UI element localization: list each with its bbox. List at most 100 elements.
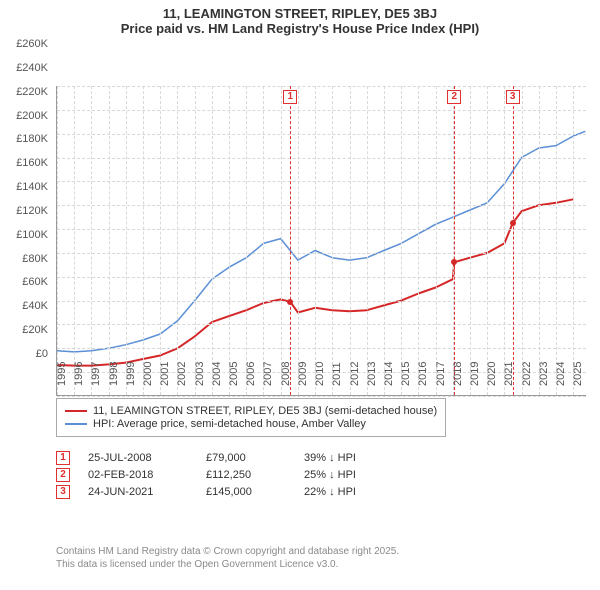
gridline-h — [57, 181, 586, 182]
gridline-h — [57, 396, 586, 397]
events-table: 1 25-JUL-2008 £79,000 39% ↓ HPI 2 02-FEB-2018… — [56, 448, 404, 502]
event-line — [454, 86, 455, 395]
event-delta: 22% ↓ HPI — [304, 486, 404, 498]
event-date: 24-JUN-2021 — [88, 486, 188, 498]
x-tick-label: 2007 — [262, 362, 274, 386]
legend-label-property: 11, LEAMINGTON STREET, RIPLEY, DE5 3BJ (… — [93, 405, 437, 417]
x-tick-label: 2020 — [486, 362, 498, 386]
y-tick-label: £100K — [16, 229, 48, 241]
gridline-v — [91, 86, 92, 395]
gridline-h — [57, 158, 586, 159]
gridline-v — [229, 86, 230, 395]
gridline-v — [109, 86, 110, 395]
gridline-v — [143, 86, 144, 395]
event-price: £79,000 — [206, 452, 286, 464]
x-tick-label: 2021 — [503, 362, 515, 386]
gridline-v — [195, 86, 196, 395]
event-line — [290, 86, 291, 395]
event-num: 1 — [56, 451, 70, 465]
gridline-v — [556, 86, 557, 395]
event-marker: 1 — [283, 90, 297, 104]
y-tick-label: £160K — [16, 157, 48, 169]
y-tick-label: £200K — [16, 110, 48, 122]
x-tick-label: 2006 — [245, 362, 257, 386]
gridline-v — [74, 86, 75, 395]
footer-line2: This data is licensed under the Open Gov… — [56, 558, 399, 571]
x-tick-label: 2009 — [297, 362, 309, 386]
y-tick-label: £220K — [16, 86, 48, 98]
x-tick-label: 2016 — [417, 362, 429, 386]
gridline-v — [281, 86, 282, 395]
x-tick-label: 1998 — [108, 362, 120, 386]
y-tick-label: £260K — [16, 38, 48, 50]
event-price: £112,250 — [206, 469, 286, 481]
gridline-v — [401, 86, 402, 395]
event-delta: 39% ↓ HPI — [304, 452, 404, 464]
chart-title-line2: Price paid vs. HM Land Registry's House … — [0, 21, 600, 36]
x-tick-label: 2022 — [521, 362, 533, 386]
gridline-h — [57, 110, 586, 111]
x-tick-label: 1997 — [90, 362, 102, 386]
gridline-v — [332, 86, 333, 395]
gridline-v — [487, 86, 488, 395]
gridline-v — [522, 86, 523, 395]
legend-row-property: 11, LEAMINGTON STREET, RIPLEY, DE5 3BJ (… — [65, 405, 437, 417]
gridline-h — [57, 324, 586, 325]
event-marker: 2 — [447, 90, 461, 104]
gridline-h — [57, 348, 586, 349]
x-tick-label: 2000 — [142, 362, 154, 386]
event-num: 2 — [56, 468, 70, 482]
x-tick-label: 2017 — [435, 362, 447, 386]
x-tick-label: 2010 — [314, 362, 326, 386]
x-tick-label: 1995 — [56, 362, 68, 386]
x-tick-label: 2015 — [400, 362, 412, 386]
gridline-v — [539, 86, 540, 395]
x-tick-label: 2011 — [331, 362, 343, 386]
event-num: 3 — [56, 485, 70, 499]
x-tick-label: 2002 — [176, 362, 188, 386]
gridline-h — [57, 86, 586, 87]
y-tick-label: £120K — [16, 205, 48, 217]
gridline-v — [315, 86, 316, 395]
legend-swatch-property — [65, 410, 87, 412]
gridline-v — [470, 86, 471, 395]
y-tick-label: £140K — [16, 181, 48, 193]
gridline-v — [436, 86, 437, 395]
x-tick-label: 2008 — [280, 362, 292, 386]
gridline-v — [212, 86, 213, 395]
event-row: 3 24-JUN-2021 £145,000 22% ↓ HPI — [56, 485, 404, 499]
x-tick-label: 2004 — [211, 362, 223, 386]
event-line — [513, 86, 514, 395]
event-price: £145,000 — [206, 486, 286, 498]
gridline-v — [126, 86, 127, 395]
x-tick-label: 2013 — [366, 362, 378, 386]
gridline-v — [177, 86, 178, 395]
y-tick-label: £80K — [22, 253, 48, 265]
y-tick-label: £60K — [22, 276, 48, 288]
x-tick-label: 1996 — [73, 362, 85, 386]
gridline-h — [57, 253, 586, 254]
legend-swatch-hpi — [65, 423, 87, 425]
gridline-h — [57, 277, 586, 278]
gridline-v — [573, 86, 574, 395]
event-delta: 25% ↓ HPI — [304, 469, 404, 481]
gridline-v — [57, 86, 58, 395]
footer-attribution: Contains HM Land Registry data © Crown c… — [56, 545, 399, 571]
gridline-h — [57, 205, 586, 206]
event-date: 02-FEB-2018 — [88, 469, 188, 481]
gridline-v — [246, 86, 247, 395]
event-date: 25-JUL-2008 — [88, 452, 188, 464]
plot-area: 123 — [56, 86, 586, 396]
gridline-v — [367, 86, 368, 395]
gridline-v — [298, 86, 299, 395]
gridline-h — [57, 229, 586, 230]
gridline-h — [57, 301, 586, 302]
chart-svg — [57, 86, 587, 396]
x-tick-label: 2024 — [555, 362, 567, 386]
x-tick-label: 2003 — [194, 362, 206, 386]
x-tick-label: 2018 — [452, 362, 464, 386]
y-tick-label: £180K — [16, 133, 48, 145]
legend-label-hpi: HPI: Average price, semi-detached house,… — [93, 418, 366, 430]
gridline-v — [504, 86, 505, 395]
y-tick-label: £0 — [36, 348, 48, 360]
